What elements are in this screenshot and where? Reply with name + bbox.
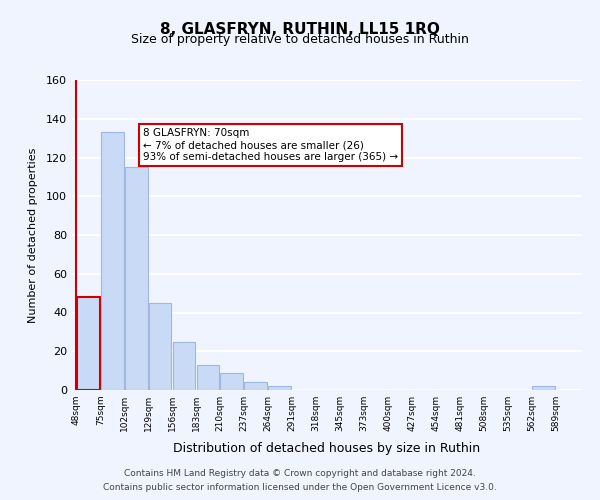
Y-axis label: Number of detached properties: Number of detached properties	[28, 148, 38, 322]
Text: Contains HM Land Registry data © Crown copyright and database right 2024.: Contains HM Land Registry data © Crown c…	[124, 468, 476, 477]
Text: Contains public sector information licensed under the Open Government Licence v3: Contains public sector information licen…	[103, 484, 497, 492]
Bar	[173, 342, 196, 390]
Bar	[268, 386, 291, 390]
Bar	[197, 365, 219, 390]
Bar	[101, 132, 124, 390]
Text: 8, GLASFRYN, RUTHIN, LL15 1RQ: 8, GLASFRYN, RUTHIN, LL15 1RQ	[160, 22, 440, 38]
Bar	[125, 167, 148, 390]
Text: Size of property relative to detached houses in Ruthin: Size of property relative to detached ho…	[131, 32, 469, 46]
Text: 8 GLASFRYN: 70sqm
← 7% of detached houses are smaller (26)
93% of semi-detached : 8 GLASFRYN: 70sqm ← 7% of detached house…	[143, 128, 398, 162]
Bar	[77, 297, 100, 390]
Bar	[244, 382, 267, 390]
X-axis label: Distribution of detached houses by size in Ruthin: Distribution of detached houses by size …	[173, 442, 481, 456]
Bar	[149, 303, 172, 390]
Bar	[220, 372, 243, 390]
Bar	[532, 386, 555, 390]
